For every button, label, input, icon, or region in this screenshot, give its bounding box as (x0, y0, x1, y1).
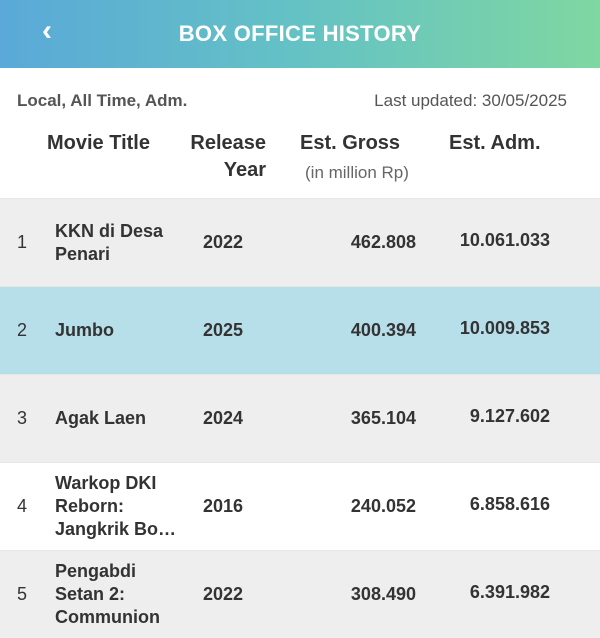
row-release-year: 2022 (203, 232, 244, 252)
table-row[interactable]: 5 Pengabdi Setan 2: Communion 2022 308.4… (0, 550, 600, 638)
row-release-year: 2022 (203, 584, 244, 604)
column-header-adm[interactable]: Est. Adm. (449, 132, 541, 154)
column-header-gross[interactable]: Est. Gross (300, 132, 401, 154)
row-est-adm: 9.127.602 (469, 405, 550, 426)
last-updated-text: Last updated: 30/05/2025 (374, 91, 567, 110)
row-release-year: 2024 (203, 408, 244, 428)
row-est-gross: 308.490 (350, 584, 416, 604)
row-release-year: 2025 (203, 320, 244, 340)
row-release-year: 2016 (203, 496, 244, 516)
row-movie-title: Agak Laen (55, 408, 147, 428)
row-est-adm: 6.858.616 (469, 493, 550, 514)
column-headers: Movie Title Release Year Est. Gross (in … (0, 130, 600, 198)
chevron-left-icon: ‹ (42, 14, 52, 47)
row-est-adm: 6.391.982 (469, 581, 550, 602)
column-header-year-line2: Year (223, 159, 266, 181)
table-row[interactable]: 2 Jumbo 2025 400.394 10.009.853 (0, 286, 600, 374)
row-rank: 2 (17, 320, 28, 340)
row-movie-title: Jumbo (55, 320, 115, 340)
row-movie-title: KKN di Desa Penari (55, 220, 164, 264)
row-est-gross: 365.104 (350, 408, 416, 428)
row-est-gross: 400.394 (350, 320, 416, 340)
filter-summary[interactable]: Local, All Time, Adm. (17, 91, 188, 110)
column-header-year-line1: Release (190, 132, 266, 154)
table-row[interactable]: 1 KKN di Desa Penari 2022 462.808 10.061… (0, 198, 600, 286)
page-title: BOX OFFICE HISTORY (178, 21, 422, 46)
row-movie-title: Pengabdi Setan 2: Communion (55, 561, 160, 627)
row-rank: 1 (17, 232, 28, 252)
column-header-gross-unit: (in million Rp) (305, 163, 409, 182)
row-est-adm: 10.009.853 (459, 317, 550, 338)
row-rank: 4 (17, 496, 28, 516)
movie-list: 1 KKN di Desa Penari 2022 462.808 10.061… (0, 198, 600, 638)
app-header: ‹ BOX OFFICE HISTORY (0, 0, 600, 68)
back-button[interactable]: ‹ (30, 14, 64, 48)
table-row[interactable]: 4 Warkop DKI Reborn: Jangkrik Bo… 2016 2… (0, 462, 600, 550)
row-rank: 5 (17, 584, 28, 604)
row-est-gross: 240.052 (350, 496, 416, 516)
row-rank: 3 (17, 408, 28, 428)
row-movie-title: Warkop DKI Reborn: Jangkrik Bo… (55, 473, 177, 539)
row-est-adm: 10.061.033 (459, 229, 550, 250)
meta-bar: Local, All Time, Adm. Last updated: 30/0… (0, 68, 600, 130)
column-header-year[interactable]: Release Year (190, 130, 266, 184)
column-header-title[interactable]: Movie Title (47, 132, 150, 154)
table-row[interactable]: 3 Agak Laen 2024 365.104 9.127.602 (0, 374, 600, 462)
row-est-gross: 462.808 (350, 232, 416, 252)
